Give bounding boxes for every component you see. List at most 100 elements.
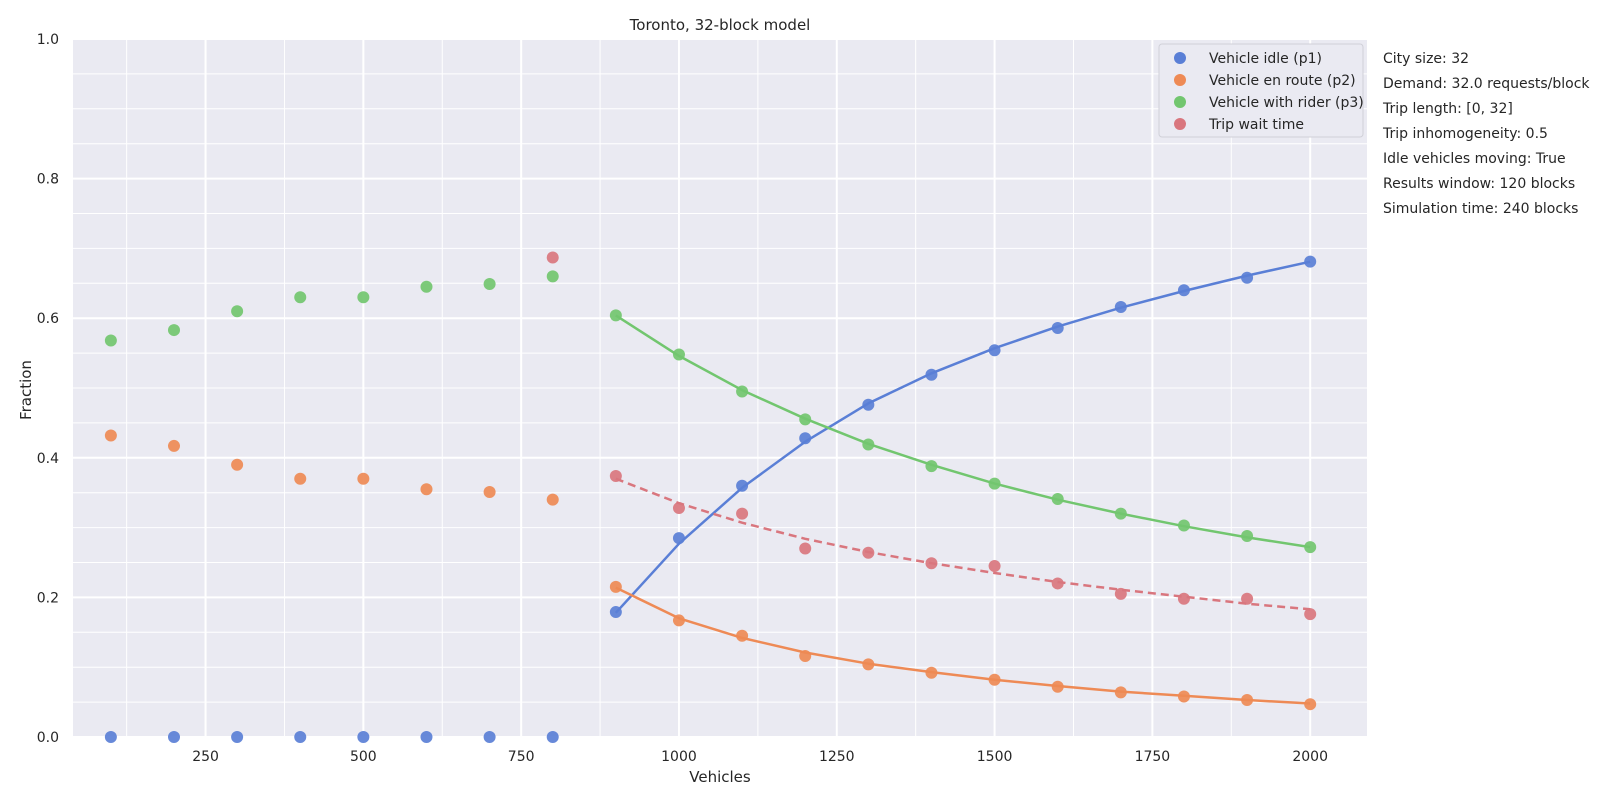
data-point [420,483,433,496]
legend-marker [1174,96,1186,108]
data-point [1241,271,1254,284]
data-point [1241,529,1254,542]
data-point [736,479,749,492]
x-axis-label: Vehicles [689,768,751,786]
legend-entry: Vehicle with rider (p3) [1209,95,1364,111]
data-point [1304,698,1317,711]
legend-marker [1174,118,1186,130]
data-point [1114,587,1127,600]
data-point [799,432,812,445]
x-tick-label: 2000 [1292,749,1328,765]
data-point [609,309,622,322]
info-line: Demand: 32.0 requests/block [1383,76,1590,92]
fit-line [614,260,1311,614]
x-axis-ticks: 250 500 750 1000 1250 1500 1750 2000 [192,749,1328,765]
info-line: Trip inhomogeneity: 0.5 [1382,126,1548,142]
data-point [862,658,875,671]
data-point [1241,592,1254,605]
data-point [483,731,496,743]
data-point [104,429,117,442]
data-point [1177,592,1190,605]
data-point [167,731,180,743]
data-point [736,385,749,398]
info-line: City size: 32 [1383,51,1469,67]
fit-line [615,314,1311,549]
info-line: Simulation time: 240 blocks [1383,201,1578,217]
data-point [672,348,685,361]
x-tick-label: 1250 [819,749,855,765]
data-point [483,277,496,290]
legend-marker [1174,74,1186,86]
data-point [546,251,559,264]
data-point [988,344,1001,357]
data-point [546,731,559,743]
data-point [799,650,812,663]
data-point [1051,680,1064,693]
data-point [862,438,875,451]
data-point [988,559,1001,572]
x-tick-label: 500 [350,749,377,765]
data-point [231,458,244,471]
data-point [231,305,244,318]
data-point [609,606,622,619]
data-point [1177,284,1190,297]
data-points [104,251,1317,743]
data-point [294,291,307,304]
data-point [862,546,875,559]
data-point [104,334,117,347]
grid [73,38,1367,738]
y-axis-label: Fraction [17,360,35,420]
y-tick-label: 0.8 [37,172,59,188]
data-point [1051,492,1064,505]
legend-entry: Trip wait time [1208,117,1304,133]
data-point [672,614,685,627]
y-tick-label: 0.0 [37,730,59,746]
data-point [231,731,244,743]
data-point [420,280,433,293]
data-point [1304,255,1317,268]
data-point [1051,321,1064,334]
data-point [799,542,812,555]
legend-marker [1174,52,1186,64]
x-tick-label: 1000 [661,749,697,765]
y-tick-label: 0.6 [37,311,59,327]
x-tick-label: 750 [508,749,535,765]
legend-entry: Vehicle idle (p1) [1209,51,1322,67]
data-point [546,270,559,283]
data-point [988,673,1001,686]
data-point [357,472,370,485]
chart-title: Toronto, 32-block model [629,16,811,34]
data-point [609,469,622,482]
data-point [1114,301,1127,314]
data-point [167,439,180,452]
data-point [736,507,749,520]
data-point [1177,519,1190,532]
data-point [1114,507,1127,520]
fit-line [615,477,1311,611]
x-tick-label: 1750 [1135,749,1171,765]
legend-entry: Vehicle en route (p2) [1209,73,1356,89]
x-tick-label: 1500 [977,749,1013,765]
y-tick-label: 0.2 [37,590,59,606]
info-line: Idle vehicles moving: True [1383,151,1566,167]
data-point [294,472,307,485]
data-point [357,731,370,743]
data-point [1114,686,1127,699]
info-line: Trip length: [0, 32] [1382,101,1513,117]
data-point [294,731,307,743]
data-point [862,398,875,411]
legend-box [1158,43,1364,138]
data-point [925,368,938,381]
simulation-info: City size: 32 Demand: 32.0 requests/block… [1382,51,1590,217]
data-point [420,731,433,743]
y-tick-label: 0.4 [37,451,59,467]
info-line: Results window: 120 blocks [1383,176,1575,192]
data-point [167,324,180,337]
data-point [672,532,685,545]
data-point [1051,577,1064,590]
legend: Vehicle idle (p1) Vehicle en route (p2) Ve… [1158,43,1364,138]
data-point [736,629,749,642]
data-point [357,291,370,304]
x-tick-label: 250 [192,749,219,765]
